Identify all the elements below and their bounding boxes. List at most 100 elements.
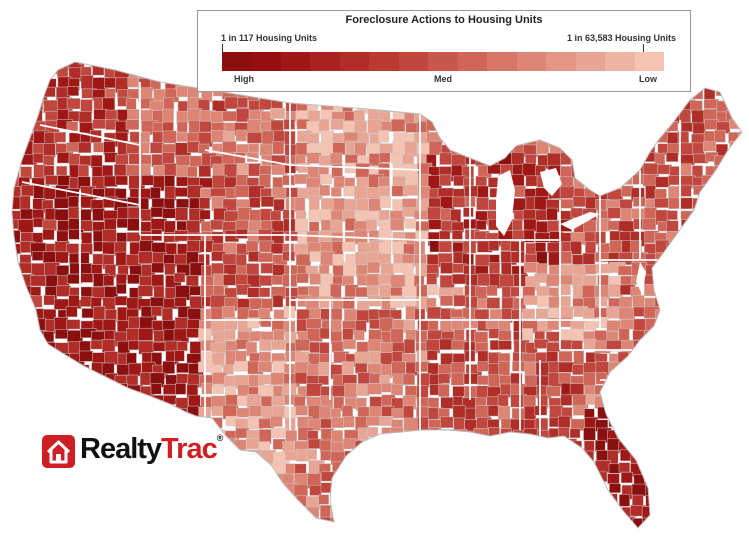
county xyxy=(522,163,537,177)
county xyxy=(330,118,344,130)
county xyxy=(223,492,237,504)
county xyxy=(618,407,630,422)
county xyxy=(729,483,742,495)
county xyxy=(561,515,575,528)
county xyxy=(691,339,708,353)
county xyxy=(737,229,742,241)
county xyxy=(631,419,646,433)
county xyxy=(405,482,420,494)
county xyxy=(703,263,717,279)
county xyxy=(105,515,119,528)
county xyxy=(740,65,742,77)
county xyxy=(738,430,742,442)
county xyxy=(258,174,271,188)
county xyxy=(12,100,24,111)
county xyxy=(667,294,681,307)
county xyxy=(714,176,727,190)
county xyxy=(140,163,151,177)
county xyxy=(272,526,286,528)
county xyxy=(80,75,94,90)
county xyxy=(211,527,228,528)
county xyxy=(726,395,741,405)
legend-swatch xyxy=(428,52,458,71)
county xyxy=(620,154,635,166)
county xyxy=(452,529,463,540)
county xyxy=(163,407,180,423)
county xyxy=(80,66,92,77)
county xyxy=(138,484,153,496)
county xyxy=(343,526,360,528)
county xyxy=(606,97,619,110)
county xyxy=(92,394,105,410)
county xyxy=(737,197,742,209)
county xyxy=(717,210,733,221)
county xyxy=(174,187,189,197)
county xyxy=(681,461,697,472)
county xyxy=(644,472,661,485)
county xyxy=(534,505,548,519)
county xyxy=(104,88,116,99)
county xyxy=(30,518,46,528)
county xyxy=(692,353,705,365)
county xyxy=(390,530,405,540)
county xyxy=(560,449,575,464)
county xyxy=(236,108,250,123)
county xyxy=(150,76,161,90)
county xyxy=(260,495,274,505)
county xyxy=(522,308,535,319)
county xyxy=(559,526,575,528)
county xyxy=(306,132,320,144)
county xyxy=(513,515,529,528)
county xyxy=(211,406,225,416)
county xyxy=(341,507,354,523)
county xyxy=(523,494,540,506)
county xyxy=(259,143,273,156)
county xyxy=(594,133,609,144)
county xyxy=(677,284,692,298)
county xyxy=(726,186,740,198)
county xyxy=(585,98,597,110)
county xyxy=(535,221,549,234)
county xyxy=(176,121,188,133)
legend-label-low: Low xyxy=(639,74,657,84)
county xyxy=(12,518,19,528)
county xyxy=(357,406,371,418)
lake-erie xyxy=(560,212,600,230)
county xyxy=(739,340,742,353)
county xyxy=(333,472,350,486)
county xyxy=(162,130,177,144)
county xyxy=(535,141,549,155)
county xyxy=(65,306,78,318)
county xyxy=(393,495,408,507)
county xyxy=(690,516,703,528)
county xyxy=(511,449,527,464)
county xyxy=(93,417,106,430)
county xyxy=(465,471,480,483)
county xyxy=(716,62,733,68)
county xyxy=(246,263,260,276)
county xyxy=(175,383,187,395)
county xyxy=(558,472,574,486)
county xyxy=(585,483,599,496)
county xyxy=(127,62,144,67)
county xyxy=(90,154,103,169)
county xyxy=(606,306,620,319)
county xyxy=(740,297,742,309)
county xyxy=(153,64,165,75)
county xyxy=(593,484,605,498)
county xyxy=(151,306,163,317)
county xyxy=(583,529,593,540)
county xyxy=(55,329,69,339)
county xyxy=(78,517,90,528)
county xyxy=(680,386,695,402)
county xyxy=(20,384,35,400)
county xyxy=(333,175,345,188)
county xyxy=(236,407,251,418)
county xyxy=(19,460,36,475)
county xyxy=(53,131,66,143)
county xyxy=(608,152,622,168)
county xyxy=(18,428,34,442)
county xyxy=(413,209,429,220)
county xyxy=(713,285,727,298)
county xyxy=(728,263,741,274)
